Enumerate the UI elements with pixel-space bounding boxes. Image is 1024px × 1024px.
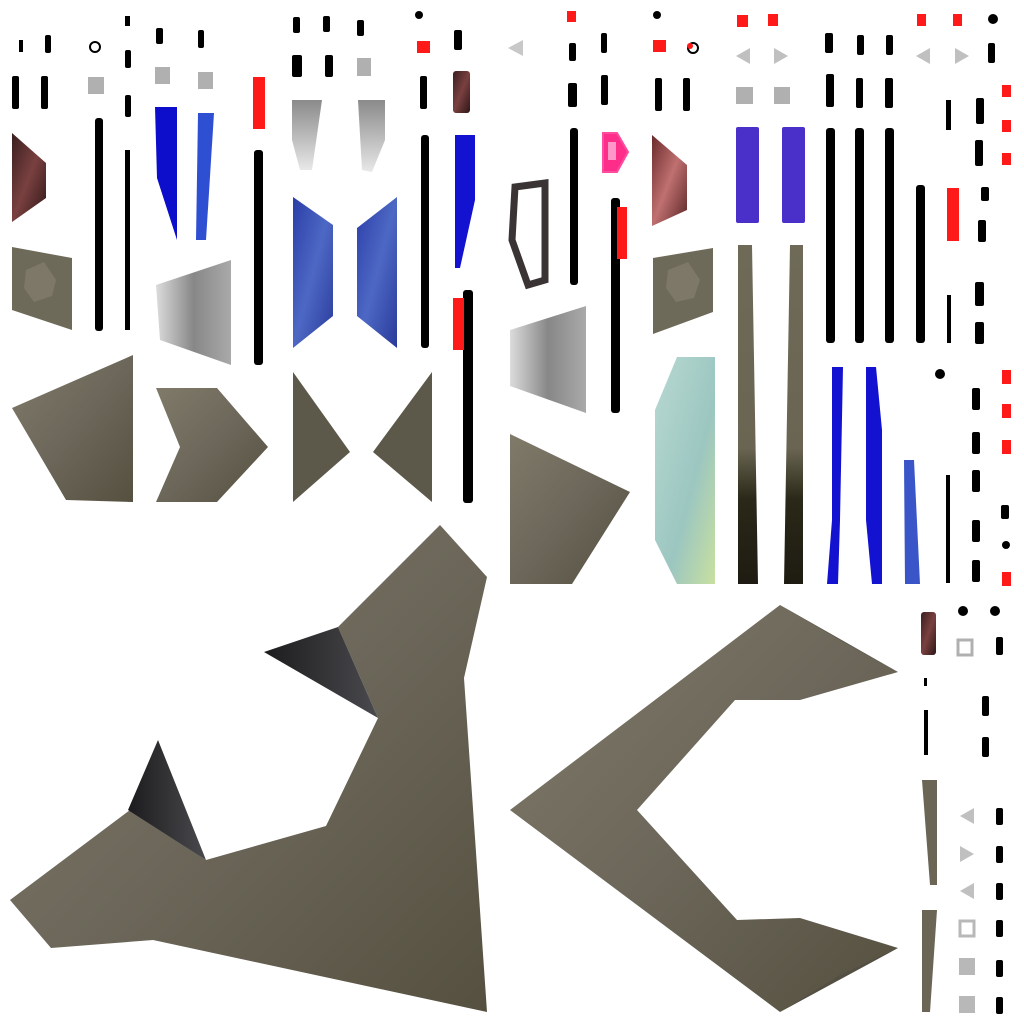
blue-strip [455, 135, 475, 268]
maroon-panel [12, 133, 46, 222]
gray-arrows-bottom-right [958, 808, 976, 1013]
olive-large-shape-left [10, 525, 487, 1012]
small-marks-bottom-right [924, 606, 1003, 1014]
small-marks-top-left [12, 16, 213, 117]
blue-blade-left [155, 107, 177, 240]
blue-wing-right [357, 197, 397, 348]
small-marks-far-right [736, 14, 998, 108]
dark-spike-upper [264, 627, 378, 718]
maroon-strip [453, 71, 470, 113]
black-bars-left [95, 118, 263, 365]
small-marks-center [292, 11, 462, 109]
olive-triangle-left [293, 372, 350, 502]
red-bar-3 [617, 207, 627, 259]
red-bar [253, 77, 265, 129]
olive-panel-with-octagon [12, 247, 72, 330]
small-marks-right-center [653, 11, 699, 111]
gray-blade-left [292, 100, 322, 170]
gray-blade-right [358, 100, 385, 172]
olive-chevron-large [510, 605, 898, 1012]
olive-strut-right [784, 245, 803, 584]
blue-blade-right [196, 113, 214, 240]
gray-panel-center [510, 306, 586, 413]
olive-fin-1 [12, 355, 133, 502]
small-marks-mid [567, 11, 620, 413]
olive-strut-small-1 [922, 780, 937, 885]
black-bars-right [826, 98, 989, 344]
dark-spike-lower [128, 740, 206, 860]
olive-panel-with-octagon-2 [653, 248, 713, 334]
gray-soft-panel [156, 260, 231, 365]
red-dots-right [1002, 85, 1011, 586]
blue-wing-left [293, 197, 333, 348]
blue-strip-right-3 [904, 460, 920, 584]
olive-strut-small-2 [922, 910, 937, 1012]
maroon-strip-2 [921, 612, 936, 655]
red-gem-panel [652, 135, 687, 226]
red-bar-4 [947, 188, 959, 241]
indigo-block-left [736, 127, 759, 223]
olive-triangle-right [373, 372, 432, 502]
red-bar-2 [453, 298, 464, 350]
small-marks-lower-right [935, 369, 1010, 583]
black-bars-center [421, 135, 473, 503]
olive-chevron-shading-top [780, 605, 898, 672]
olive-chevron [156, 388, 268, 502]
gray-arrow-small [508, 40, 523, 56]
blue-strip-right-1 [827, 367, 843, 584]
glass-panel [655, 357, 715, 584]
dark-frame [508, 179, 549, 290]
olive-strut-left [738, 245, 758, 584]
indigo-block-right [782, 127, 805, 223]
olive-chevron-shading-bottom [780, 948, 898, 1012]
blue-strip-right-2 [866, 367, 882, 584]
olive-fin-2 [510, 434, 630, 584]
